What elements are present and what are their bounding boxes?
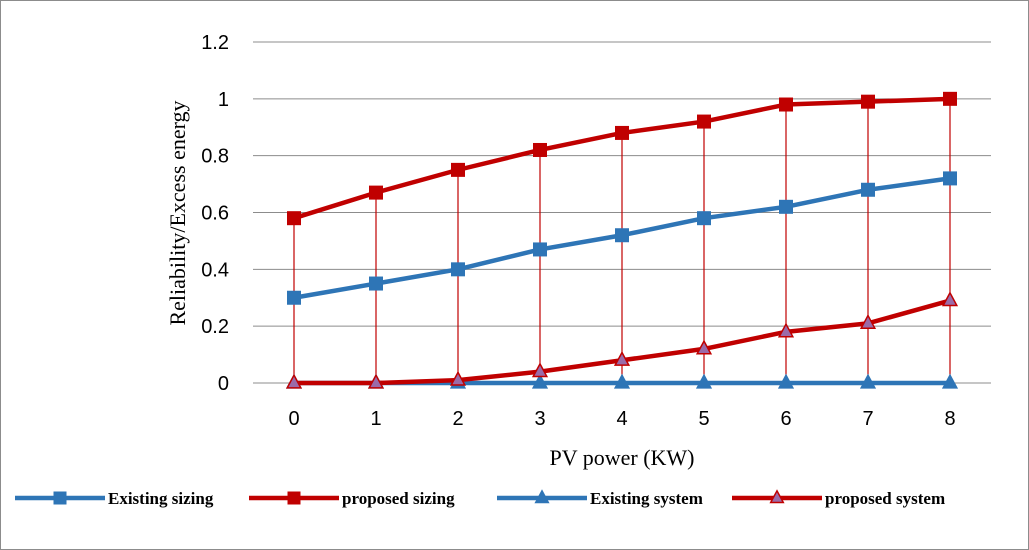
series-markers: [285, 91, 959, 389]
legend-item: proposed sizing: [249, 489, 455, 508]
y-tick-label: 0.4: [201, 259, 229, 281]
legend-item: proposed system: [732, 489, 945, 508]
x-tick-labels: 0 1 2 3 4 5 6 7 8: [288, 408, 955, 430]
data-point-marker: [777, 322, 795, 338]
data-point-marker: [285, 373, 303, 389]
y-tick-label: 0.2: [201, 316, 229, 338]
x-tick-label: 6: [780, 408, 791, 430]
data-point-marker: [779, 199, 793, 214]
data-point-marker: [533, 242, 547, 257]
data-point-marker: [695, 373, 713, 389]
legend-label: Existing system: [590, 489, 703, 508]
data-point-marker: [369, 276, 383, 291]
data-point-marker: [861, 94, 875, 109]
data-point-marker: [451, 262, 465, 277]
data-point-marker: [941, 373, 959, 389]
data-point-marker: [769, 489, 785, 504]
data-point-marker: [531, 362, 549, 378]
y-tick-label: 0.8: [201, 146, 229, 168]
data-point-marker: [53, 491, 67, 505]
data-point-marker: [777, 373, 795, 389]
data-point-marker: [613, 350, 631, 366]
data-point-marker: [861, 182, 875, 197]
data-point-marker: [943, 171, 957, 186]
x-tick-label: 5: [698, 408, 709, 430]
x-tick-label: 0: [288, 408, 299, 430]
x-axis-title: PV power (KW): [549, 445, 694, 470]
data-point-marker: [697, 114, 711, 129]
data-point-marker: [859, 313, 877, 329]
data-point-marker: [615, 125, 629, 140]
data-point-marker: [943, 91, 957, 106]
legend-item: Existing system: [497, 489, 703, 508]
x-tick-label: 3: [534, 408, 545, 430]
y-tick-label: 0: [218, 373, 229, 395]
data-point-marker: [534, 489, 550, 504]
data-point-marker: [287, 211, 301, 226]
y-tick-label: 0.6: [201, 203, 229, 225]
data-point-marker: [941, 291, 959, 307]
data-point-marker: [287, 491, 301, 505]
data-point-marker: [859, 373, 877, 389]
y-tick-labels: 0 0.2 0.4 0.6 0.8 1 1.2: [201, 32, 229, 395]
data-point-marker: [695, 339, 713, 355]
data-point-marker: [779, 97, 793, 112]
data-point-marker: [531, 373, 549, 389]
legend: Existing sizing proposed sizing Existing s…: [15, 489, 945, 508]
data-point-marker: [287, 290, 301, 305]
data-point-marker: [367, 373, 385, 389]
x-tick-label: 1: [370, 408, 381, 430]
legend-item: Existing sizing: [15, 489, 214, 508]
x-tick-label: 8: [944, 408, 955, 430]
y-axis-title: Reliability/Excess energy: [165, 100, 190, 325]
data-point-marker: [369, 185, 383, 200]
data-point-marker: [449, 370, 467, 386]
x-tick-label: 7: [862, 408, 873, 430]
data-point-marker: [533, 142, 547, 157]
data-point-marker: [451, 162, 465, 177]
data-point-marker: [613, 373, 631, 389]
x-tick-label: 4: [616, 408, 627, 430]
legend-label: proposed system: [825, 489, 945, 508]
legend-label: proposed sizing: [342, 489, 455, 508]
y-tick-label: 1: [218, 89, 229, 111]
legend-label: Existing sizing: [108, 489, 214, 508]
data-point-marker: [615, 228, 629, 243]
data-point-marker: [697, 211, 711, 226]
x-tick-label: 2: [452, 408, 463, 430]
y-tick-label: 1.2: [201, 32, 229, 54]
